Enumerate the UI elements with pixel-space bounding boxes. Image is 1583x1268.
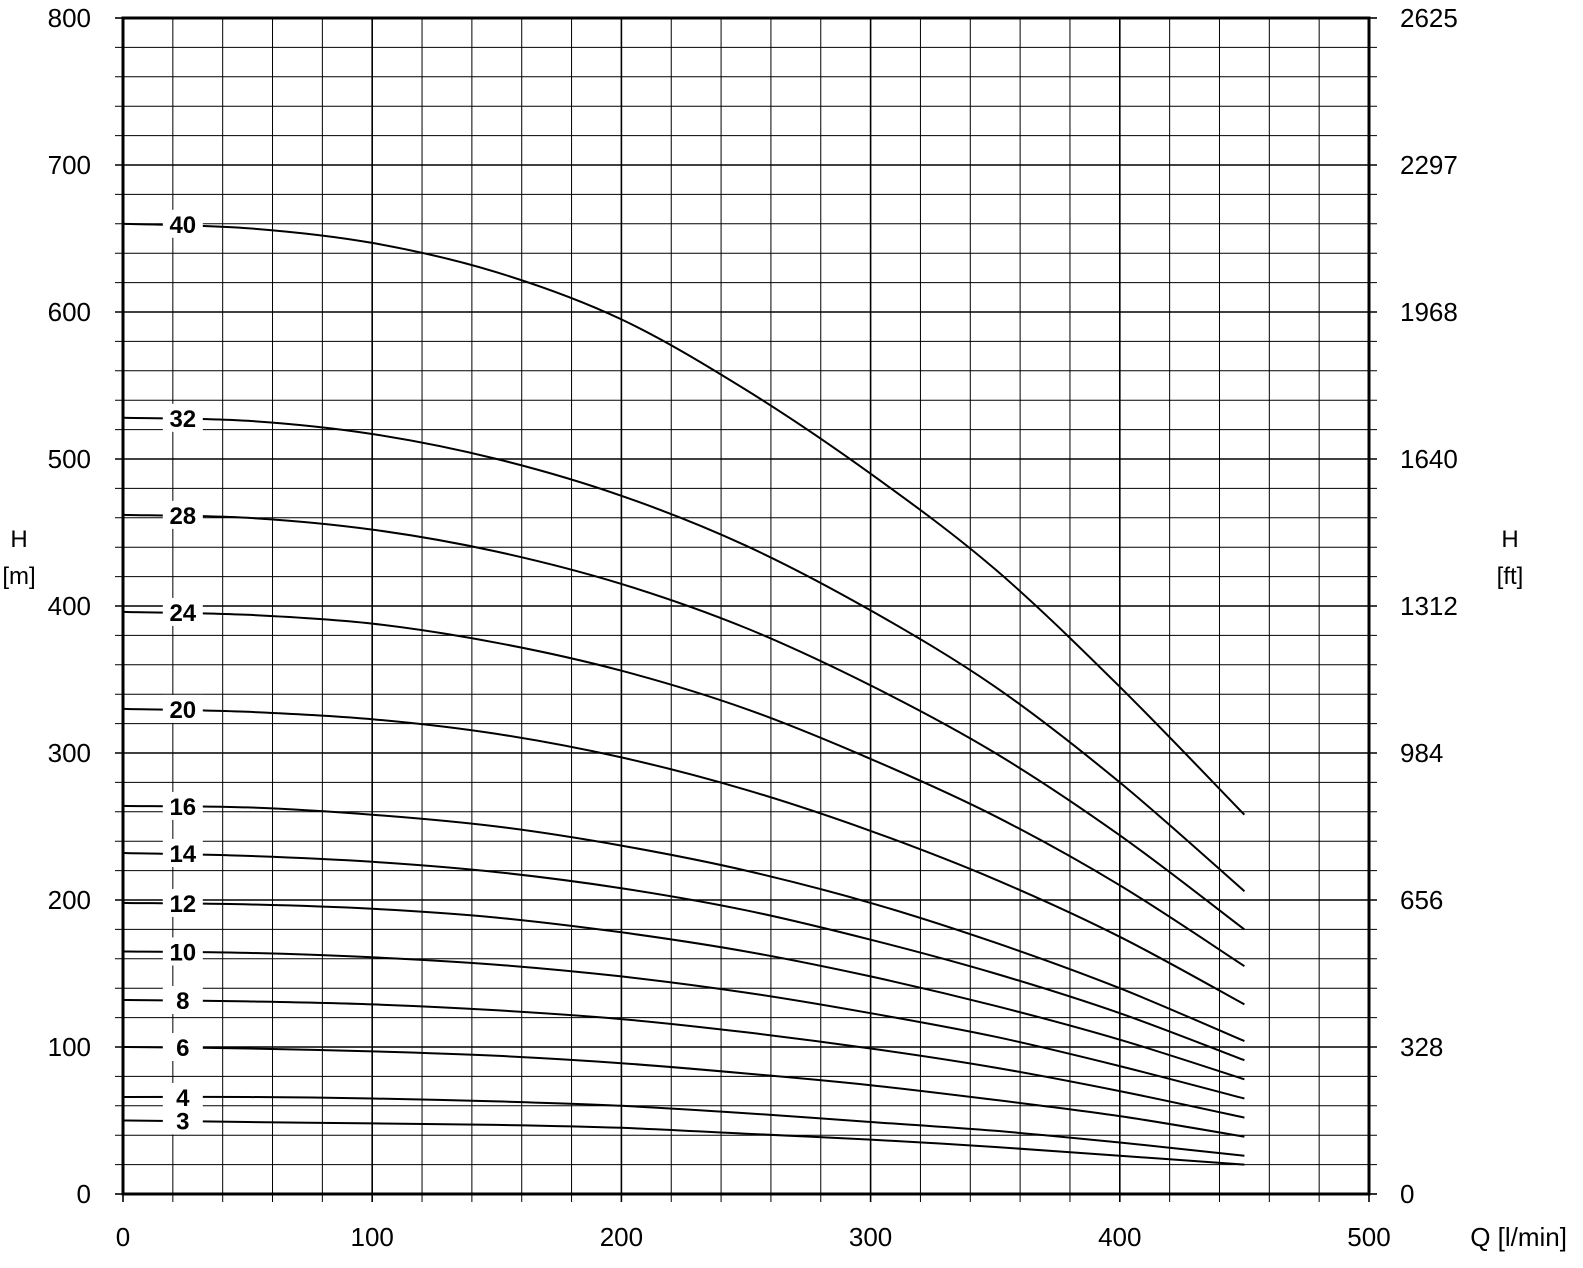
y-left-tick-label: 100 [48,1032,91,1062]
x-tick-label: 0 [116,1222,130,1252]
curve-label-background [162,985,203,1014]
curve-label-4: 4 [176,1085,190,1112]
y-right-tick-label: 1640 [1400,444,1458,474]
curve-stages-10 [122,950,1245,1100]
right-axis-label-symbol: H [1501,526,1518,553]
y-right-tick-label: 1968 [1400,297,1458,327]
y-left-tick-label: 800 [48,3,91,33]
curve-label-background [162,694,203,723]
curve-label-6: 6 [176,1035,189,1062]
curve-label-background [162,1082,203,1111]
curve-stages-32 [122,416,1246,892]
y-left-tick-label: 500 [48,444,91,474]
grid [115,17,1377,1202]
x-tick-label: 500 [1347,1222,1390,1252]
curve-label-14: 14 [169,841,196,868]
y-right-tick-label: 0 [1400,1179,1414,1209]
curve-label-8: 8 [176,988,189,1015]
curve-stages-3 [122,1119,1245,1166]
curve-label-background [162,937,203,966]
y-right-tick-label: 328 [1400,1032,1443,1062]
curve-stages-6 [122,1046,1245,1138]
curve-label-background [162,597,203,626]
curve-label-32: 32 [169,406,196,433]
left-axis-label-symbol: H [10,526,27,553]
x-tick-label: 400 [1098,1222,1141,1252]
curve-label-40: 40 [169,212,196,239]
y-left-tick-label: 300 [48,738,91,768]
curves [122,222,1246,1166]
curve-label-12: 12 [169,891,196,918]
y-right-tick-label: 2297 [1400,150,1458,180]
x-tick-label: 300 [849,1222,892,1252]
curve-stages-40 [122,222,1246,816]
curve-stages-28 [122,513,1246,931]
curve-label-16: 16 [169,794,196,821]
plot-frame [121,16,1371,1196]
curve-stages-4 [122,1095,1245,1157]
x-tick-label: 200 [600,1222,643,1252]
curve-stages-12 [122,901,1245,1081]
curve-label-background [162,791,203,820]
curve-label-20: 20 [169,697,196,724]
curve-stages-8 [122,999,1245,1119]
curve-label-24: 24 [169,600,196,627]
y-right-tick-label: 656 [1400,885,1443,915]
y-left-tick-label: 600 [48,297,91,327]
x-axis-label: Q [l/min] [1470,1222,1567,1252]
curve-label-3: 3 [176,1109,189,1136]
curve-label-background [162,1106,203,1135]
left-axis-label-unit: [m] [2,563,35,590]
right-axis-label-unit: [ft] [1497,563,1524,590]
curve-label-background [162,838,203,867]
y-right-tick-label: 984 [1400,738,1443,768]
curve-stages-14 [122,852,1245,1062]
y-left-tick-label: 200 [48,885,91,915]
tick-labels: 0 100 200 300 400 500010020030040050060070080… [48,3,1458,1252]
curve-label-10: 10 [169,939,196,966]
x-tick-label: 100 [351,1222,394,1252]
curve-label-28: 28 [169,503,196,530]
curve-label-background [162,403,203,432]
y-left-tick-label: 0 [77,1179,91,1209]
curve-stages-20 [122,707,1245,1006]
curve-stages-16 [122,804,1245,1043]
curve-label-background [162,209,203,238]
y-right-tick-label: 2625 [1400,3,1458,33]
y-left-tick-label: 700 [48,150,91,180]
curve-labels: 40 32 28 24 20 16 14 12 10 8 6 43 [162,209,203,1136]
curve-label-background [162,500,203,529]
y-right-tick-label: 1312 [1400,591,1458,621]
curve-stages-24 [122,610,1245,967]
y-left-tick-label: 400 [48,591,91,621]
curve-label-background [162,1033,203,1061]
curve-label-background [162,888,203,917]
